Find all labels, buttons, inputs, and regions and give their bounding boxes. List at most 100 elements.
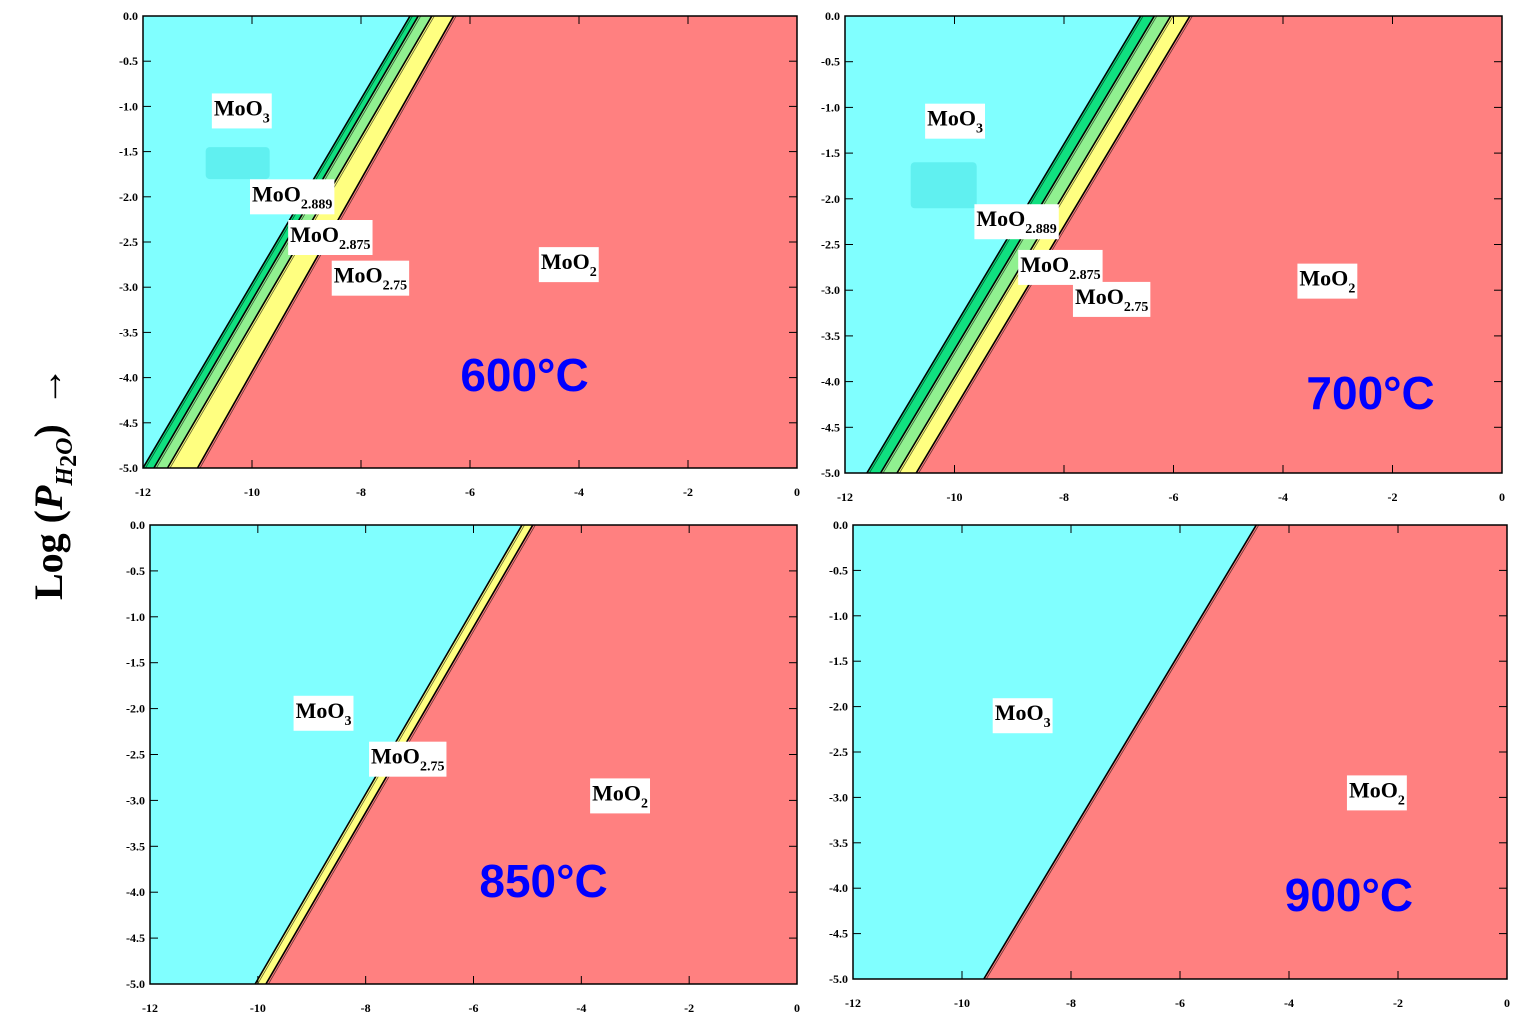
boundary-line-1	[153, 16, 419, 468]
temperature-label: 900°C	[1285, 869, 1413, 921]
phase-label-sub: 2.75	[1124, 300, 1149, 315]
y-axis-arrow-icon: →	[26, 366, 71, 406]
y-axis-label: Log (PH2O) →	[26, 366, 82, 600]
x-tick-label: -8	[356, 485, 366, 499]
x-tick-label: -10	[954, 996, 970, 1010]
y-tick-label: -5.0	[829, 972, 848, 986]
y-tick-label: -2.5	[829, 745, 848, 759]
y-tick-label: -0.5	[821, 55, 840, 69]
phase-label-text: MoO3	[296, 698, 352, 729]
boundary-line-shadow-0	[985, 525, 1260, 979]
boundary-line-2	[896, 16, 1172, 473]
phase-label-bg	[925, 103, 986, 139]
phase-label-main: MoO	[927, 106, 976, 131]
x-tick-label: -8	[361, 1001, 371, 1015]
phase-label-MoO2-75: MoO2.75	[1072, 281, 1151, 317]
phase-label-sub: 2.75	[383, 279, 408, 294]
phase-label-sub: 3	[344, 714, 351, 729]
phase-label-MoO2-75: MoO2.75	[331, 260, 410, 296]
y-tick-label: -5.0	[126, 977, 145, 991]
x-tick-label: -6	[465, 485, 475, 499]
y-tick-label: -1.0	[829, 609, 848, 623]
boundary-line-shadow-2	[899, 16, 1174, 473]
phase-label-MoO2: MoO2	[1297, 263, 1358, 299]
phase-label-main: MoO	[1075, 284, 1124, 309]
phase-label-MoO2: MoO2	[1346, 775, 1407, 811]
phase-regions	[845, 16, 1502, 473]
y-axis-label-symbol: P	[26, 485, 71, 511]
region-MoO2-875	[880, 16, 1171, 473]
y-tick-label: -1.5	[126, 656, 145, 670]
y-tick-label: -3.0	[126, 793, 145, 807]
phase-label-MoO3: MoO3	[992, 698, 1053, 734]
y-axis-label-subscript-o: O	[52, 438, 78, 455]
boundary-line-shadow-0	[869, 16, 1144, 473]
y-tick-label: -3.0	[821, 283, 840, 297]
boundary-line-shadow-1	[882, 16, 1158, 473]
x-tick-label: -4	[574, 485, 584, 499]
x-tick-label: -8	[1059, 490, 1069, 504]
phase-label-text: MoO2.889	[252, 181, 332, 212]
phase-label-MoO3: MoO3	[925, 103, 986, 139]
y-tick-label: -1.5	[829, 654, 848, 668]
phase-label-sub: 2.889	[301, 197, 333, 212]
phase-label-bg	[1297, 263, 1358, 299]
phase-label-bg	[293, 695, 354, 731]
phase-label-sub: 2	[1348, 282, 1355, 297]
region-MoO2	[916, 16, 1502, 473]
y-tick-label: -4.0	[119, 371, 138, 385]
phase-label-MoO2-889: MoO2.889	[250, 179, 335, 215]
phase-label-text: MoO2.875	[290, 222, 370, 253]
phase-label-main: MoO	[1020, 252, 1069, 277]
x-tick-label: -2	[684, 1001, 694, 1015]
phase-label-text: MoO2.75	[334, 263, 407, 294]
boundary-line-0	[983, 525, 1257, 979]
y-tick-label: -4.5	[821, 420, 840, 434]
phase-label-sub: 3	[976, 122, 983, 137]
phase-label-sub: 2.875	[339, 238, 371, 253]
boundary-line-3	[915, 16, 1191, 473]
region-MoO2-75	[897, 16, 1190, 473]
y-tick-label: -1.0	[126, 610, 145, 624]
phase-label-sub: 2	[1398, 793, 1405, 808]
boundary-line-shadow-3	[918, 16, 1193, 473]
region-MoO3	[845, 16, 1141, 473]
phase-label-MoO2: MoO2	[590, 778, 651, 814]
x-tick-label: -6	[1169, 490, 1179, 504]
phase-regions	[150, 525, 797, 984]
phase-regions	[853, 525, 1507, 979]
phase-label-sub: 2	[641, 796, 648, 811]
y-tick-label: -2.0	[821, 192, 840, 206]
phase-label-bg	[288, 220, 373, 255]
phase-label-main: MoO	[371, 744, 420, 769]
boundary-line-0	[866, 16, 1142, 473]
temperature-label: 850°C	[479, 855, 607, 907]
phase-label-main: MoO	[252, 181, 301, 206]
y-tick-label: -4.0	[126, 885, 145, 899]
x-tick-label: 0	[794, 485, 800, 499]
y-tick-label: -3.5	[119, 325, 138, 339]
y-tick-label: -4.5	[126, 931, 145, 945]
y-tick-label: -4.0	[829, 881, 848, 895]
x-tick-label: -12	[837, 490, 853, 504]
x-tick-label: -6	[1175, 996, 1185, 1010]
y-tick-label: -4.5	[119, 416, 138, 430]
chart-panel-850°C: 0.0 -0.5 -1.0 -1.5 -2.0 -2.5 -3.0 -3.5 -4.0 -4.5 -…	[126, 518, 800, 1015]
phase-label-text: MoO2	[1299, 266, 1355, 297]
x-tick-label: -6	[469, 1001, 479, 1015]
region-MoO2	[265, 525, 797, 984]
phase-label-main: MoO	[290, 222, 339, 247]
phase-label-main: MoO	[976, 206, 1025, 231]
y-tick-label: -2.0	[829, 700, 848, 714]
phase-label-text: MoO2.75	[1075, 284, 1148, 315]
phase-label-main: MoO	[592, 780, 641, 805]
boundary-line-1	[879, 16, 1156, 473]
phase-label-MoO2-875: MoO2.875	[288, 220, 373, 255]
temperature-label: 700°C	[1306, 367, 1434, 419]
chart-panel-700°C: 0.0 -0.5 -1.0 -1.5 -2.0 -2.5 -3.0 -3.5 -4.0 -4.5 -…	[821, 9, 1505, 504]
y-axis-label-prefix: Log (	[26, 510, 71, 600]
x-tick-label: -12	[142, 1001, 158, 1015]
region-MoO3	[150, 525, 523, 984]
phase-label-text: MoO3	[995, 700, 1051, 731]
phase-label-bg	[1346, 775, 1407, 811]
